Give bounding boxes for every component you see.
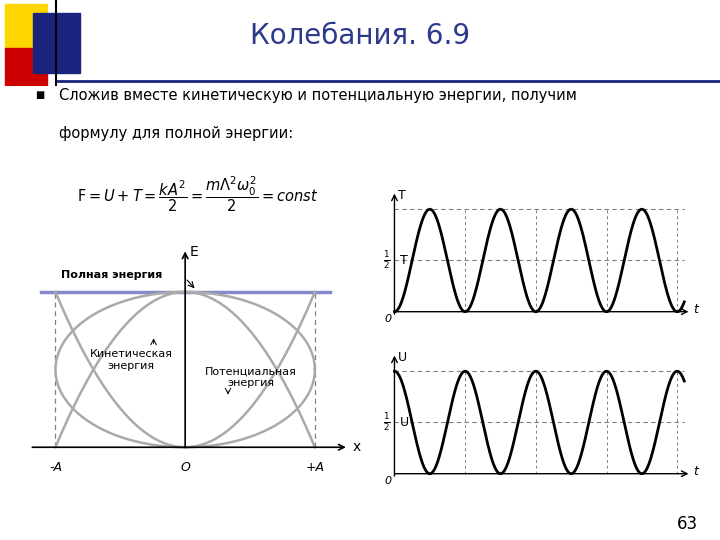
Text: 63: 63 <box>677 515 698 533</box>
Text: 0: 0 <box>384 476 392 486</box>
Text: U: U <box>400 416 409 429</box>
Text: формулу для полной энергии:: формулу для полной энергии: <box>58 126 293 141</box>
Text: $\mathrm{F} = U + T = \dfrac{kA^2}{2} = \dfrac{m\Lambda^2\omega_0^2}{2} = \mathi: $\mathrm{F} = U + T = \dfrac{kA^2}{2} = … <box>77 174 319 214</box>
Text: Сложив вместе кинетическую и потенциальную энергии, получим: Сложив вместе кинетическую и потенциальн… <box>58 87 577 103</box>
Text: Потенциальная
энергия: Потенциальная энергия <box>204 367 297 388</box>
Text: Кинетическая
энергия: Кинетическая энергия <box>89 349 173 371</box>
Bar <box>5 4 47 48</box>
Text: t: t <box>693 465 698 478</box>
Text: +A: +A <box>305 461 325 474</box>
Text: T: T <box>398 188 406 202</box>
Text: x: x <box>352 440 360 454</box>
Text: 0: 0 <box>384 314 392 324</box>
Text: t: t <box>693 303 698 316</box>
Bar <box>5 48 47 86</box>
Text: T: T <box>400 254 408 267</box>
Text: O: O <box>180 461 190 474</box>
Text: E: E <box>189 245 199 259</box>
Bar <box>33 13 79 73</box>
Text: $\frac{1}{2}$: $\frac{1}{2}$ <box>382 249 390 272</box>
Text: U: U <box>398 350 407 364</box>
Text: -A: -A <box>49 461 62 474</box>
Text: Колебания. 6.9: Колебания. 6.9 <box>250 22 470 50</box>
Text: $\frac{1}{2}$: $\frac{1}{2}$ <box>382 411 390 434</box>
Text: ■: ■ <box>35 90 45 100</box>
Text: Полная энергия: Полная энергия <box>61 269 162 280</box>
